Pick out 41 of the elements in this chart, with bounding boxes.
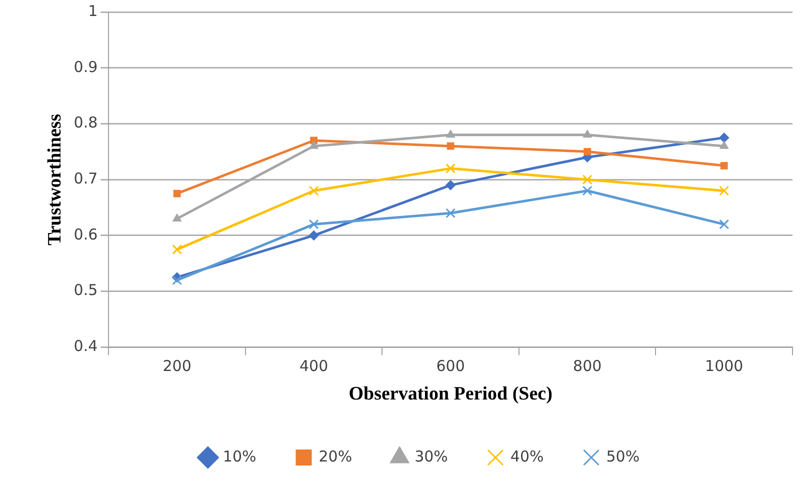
point — [308, 219, 319, 230]
point — [582, 130, 592, 138]
x-tick-label: 800 — [573, 357, 602, 376]
x-tick-label: 600 — [436, 357, 465, 376]
point — [308, 186, 319, 196]
point — [446, 142, 454, 150]
point — [172, 244, 182, 254]
point — [719, 219, 730, 230]
point — [582, 186, 592, 196]
y-tick-label: 0.4 — [74, 337, 98, 356]
point — [309, 141, 318, 149]
point — [584, 148, 592, 156]
point — [446, 130, 455, 138]
legend-label: 40% — [510, 447, 544, 466]
point — [719, 132, 730, 143]
legend-label: 20% — [318, 447, 352, 466]
point — [720, 162, 728, 170]
point — [172, 214, 182, 222]
x-tick-label: 1000 — [705, 357, 744, 376]
legend-label: 10% — [222, 447, 256, 466]
point — [446, 163, 456, 174]
y-axis-title: Trustworthiness — [44, 114, 66, 246]
point — [308, 230, 319, 240]
y-tick-label: 1 — [88, 2, 98, 20]
x-axis-title: Observation Period (Sec) — [348, 384, 552, 405]
point — [446, 208, 456, 218]
point — [719, 186, 730, 196]
y-tick-label: 0.9 — [74, 58, 98, 76]
y-tick-label: 0.6 — [74, 225, 98, 244]
x-tick-label: 200 — [162, 357, 192, 376]
legend-label: 30% — [414, 447, 448, 466]
y-tick-label: 0.8 — [74, 114, 98, 132]
point — [446, 180, 456, 190]
x-tick-label: 400 — [299, 357, 328, 376]
point — [582, 174, 592, 185]
point — [173, 190, 181, 198]
y-tick-label: 0.7 — [74, 169, 98, 188]
point — [172, 275, 182, 286]
y-tick-label: 0.5 — [74, 281, 98, 300]
legend-label: 50% — [606, 447, 640, 466]
point — [720, 141, 729, 149]
